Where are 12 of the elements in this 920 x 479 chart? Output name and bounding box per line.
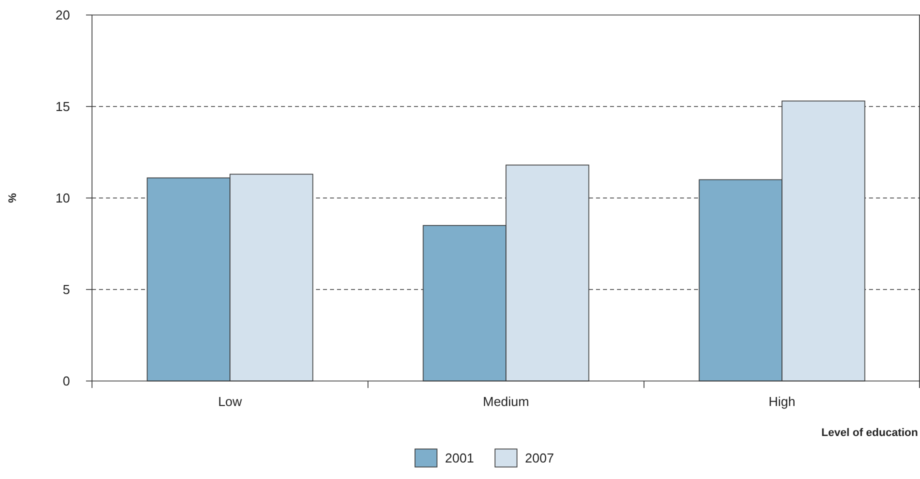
x-tick-label: Low (218, 394, 243, 409)
legend-label: 2001 (445, 450, 474, 466)
y-tick-label: 0 (62, 374, 70, 389)
x-axis-title: Level of education (821, 427, 918, 439)
y-axis-title: % (7, 192, 19, 203)
legend-label: 2007 (525, 450, 554, 466)
y-tick-label: 10 (56, 190, 70, 206)
y-tick-label: 20 (56, 8, 70, 23)
y-tick-label: 15 (56, 99, 70, 114)
y-tick-label: 5 (62, 282, 70, 298)
x-tick-label: Medium (482, 394, 530, 409)
x-tick-label: High (768, 394, 796, 409)
